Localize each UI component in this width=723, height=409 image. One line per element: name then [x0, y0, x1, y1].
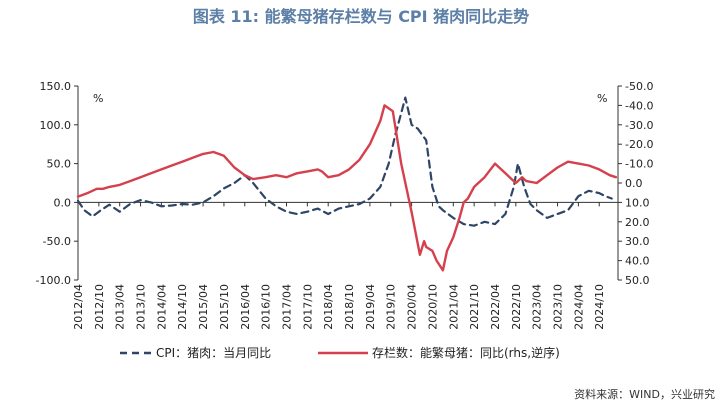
chart-title: 图表 11: 能繁母猪存栏数与 CPI 猪肉同比走势: [193, 7, 529, 26]
right-tick-label: -20.0: [625, 138, 653, 151]
x-tick-label: 2021/04: [447, 284, 460, 330]
right-tick-label: 30.0: [625, 235, 650, 248]
left-tick-label: 150.0: [40, 80, 72, 93]
x-tick-label: 2021/10: [468, 284, 481, 330]
legend: CPI：猪肉：当月同比 存栏数：能繁母猪：同比(rhs,逆序): [120, 345, 560, 360]
x-tick-label: 2012/10: [93, 284, 106, 330]
x-tick-label: 2022/10: [510, 284, 523, 330]
x-tick-label: 2023/04: [531, 284, 544, 330]
left-tick-label: -50.0: [43, 235, 71, 248]
x-tick-label: 2014/10: [176, 284, 189, 330]
left-axis-unit: %: [93, 92, 103, 105]
source-note: 资料来源：WIND，兴业研究: [574, 387, 715, 401]
x-tick-label: 2019/10: [385, 284, 398, 330]
right-tick-label: 50.0: [625, 274, 650, 287]
x-tick-label: 2016/10: [260, 284, 273, 330]
right-tick-label: 40.0: [625, 255, 650, 268]
x-tick-label: 2018/10: [343, 284, 356, 330]
x-tick-label: 2012/04: [72, 284, 85, 330]
x-tick-label: 2015/04: [197, 284, 210, 330]
legend-label-sow: 存栏数：能繁母猪：同比(rhs,逆序): [372, 345, 560, 360]
x-tick-label: 2023/10: [552, 284, 565, 330]
right-tick-label: 20.0: [625, 216, 650, 229]
right-axis-ticks: -50.0 -40.0 -30.0 -20.0 -10.0 0.0 10.0 20.0 30.0…: [618, 80, 653, 287]
legend-label-cpi: CPI：猪肉：当月同比: [156, 346, 271, 360]
right-tick-label: -50.0: [625, 80, 653, 93]
x-tick-label: 2019/04: [364, 284, 377, 330]
x-tick-label: 2020/04: [406, 284, 419, 330]
x-tick-label: 2018/04: [322, 284, 335, 330]
right-tick-label: -10.0: [625, 158, 653, 171]
x-tick-label: 2013/04: [114, 284, 127, 330]
left-tick-label: 50.0: [47, 158, 72, 171]
x-tick-label: 2016/04: [239, 284, 252, 330]
left-tick-label: -100.0: [36, 274, 71, 287]
right-tick-label: -30.0: [625, 119, 653, 132]
x-tick-label: 2014/04: [155, 284, 168, 330]
x-tick-label: 2020/10: [426, 284, 439, 330]
x-tick-label: 2015/10: [218, 284, 231, 330]
right-tick-label: 0.0: [625, 177, 643, 190]
series-line-sow-inventory: [76, 104, 618, 272]
left-axis-ticks: 150.0 100.0 50.0 0.0 -50.0 -100.0: [36, 80, 78, 287]
left-tick-label: 0.0: [54, 196, 72, 209]
left-tick-label: 100.0: [40, 119, 72, 132]
right-tick-label: 10.0: [625, 196, 650, 209]
x-tick-label: 2017/10: [301, 284, 314, 330]
x-axis-ticks: 2012/04 2012/10 2013/04 2013/10 2014/04 2014/…: [72, 202, 606, 330]
series-group: [76, 96, 618, 272]
x-tick-label: 2024/10: [593, 284, 606, 330]
x-tick-label: 2013/10: [135, 284, 148, 330]
series-line-cpi-pork: [76, 96, 613, 227]
right-tick-label: -40.0: [625, 99, 653, 112]
x-tick-label: 2017/04: [280, 284, 293, 330]
right-axis-unit: %: [597, 92, 607, 105]
x-tick-label: 2022/04: [489, 284, 502, 330]
x-tick-label: 2024/04: [572, 284, 585, 330]
